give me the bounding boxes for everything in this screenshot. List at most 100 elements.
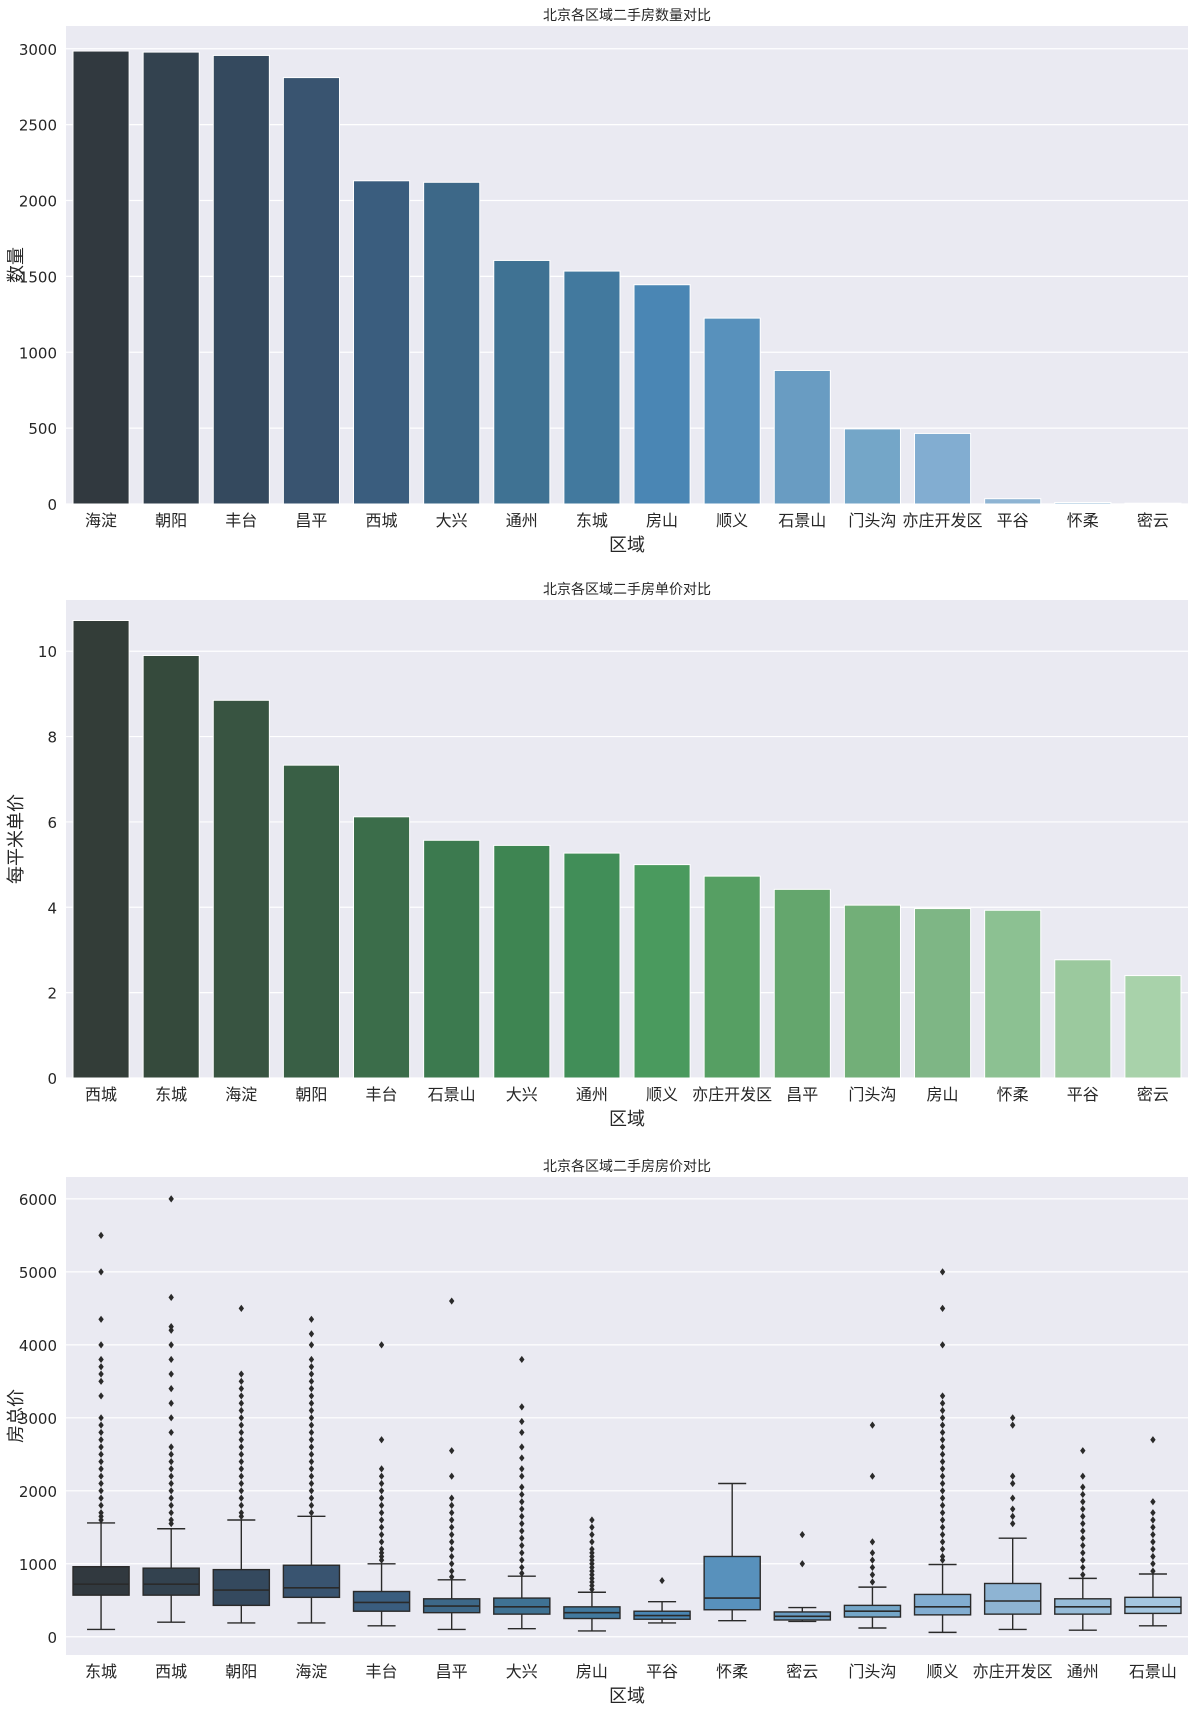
y-tick-label: 1000	[19, 1556, 57, 1574]
outlier-point	[238, 1479, 245, 1488]
outlier-point	[939, 1523, 946, 1531]
outlier-point	[308, 1443, 315, 1451]
outlier-point	[1080, 1541, 1086, 1550]
outlier-point	[308, 1399, 315, 1407]
box-iqr	[913, 1593, 972, 1616]
y-tick-label: 1000	[19, 344, 57, 362]
outlier-point	[939, 1552, 946, 1561]
y-axis-label: 每平米单价	[6, 794, 27, 884]
box-iqr	[282, 1564, 341, 1599]
outlier-point	[378, 1509, 385, 1517]
bar	[423, 181, 481, 505]
outlier-point	[1080, 1472, 1086, 1480]
x-tick-label: 平谷	[1067, 1085, 1099, 1104]
y-tick-label: 1500	[19, 268, 57, 286]
outlier-point	[308, 1509, 315, 1517]
outlier-point	[168, 1385, 174, 1393]
outlier-point	[1009, 1505, 1016, 1513]
outlier-point	[519, 1483, 525, 1491]
outlier-point	[168, 1487, 174, 1495]
outlier-point	[238, 1509, 245, 1517]
x-axis-label: 区域	[609, 535, 645, 556]
x-tick-label: 怀柔	[716, 1662, 748, 1681]
chart-title: 北京各区域二手房单价对比	[543, 582, 711, 598]
outlier-point	[168, 1323, 174, 1331]
outlier-point	[939, 1509, 946, 1517]
outlier-point	[98, 1509, 104, 1517]
y-tick-label: 2000	[19, 1483, 57, 1501]
y-tick-label: 6	[47, 814, 57, 832]
outlier-point	[448, 1538, 455, 1546]
outlier-point	[589, 1523, 595, 1531]
bar	[843, 428, 901, 505]
outlier-point	[308, 1458, 315, 1466]
outlier-point	[448, 1567, 455, 1575]
bar	[493, 259, 551, 505]
outlier-point	[378, 1523, 385, 1531]
outlier-point	[1080, 1447, 1086, 1455]
outlier-point	[1080, 1505, 1086, 1513]
outlier-point	[448, 1501, 455, 1509]
outlier-point	[98, 1341, 104, 1349]
bar	[843, 904, 901, 1079]
outlier-point	[308, 1428, 315, 1437]
x-tick-label: 东城	[155, 1085, 187, 1104]
outlier-point	[238, 1421, 245, 1429]
outlier-point	[1150, 1523, 1156, 1531]
outlier-point	[519, 1505, 525, 1513]
x-tick-label: 朝阳	[225, 1662, 257, 1681]
outlier-point	[939, 1479, 946, 1488]
outlier-point	[1150, 1552, 1156, 1561]
x-tick-label: 房山	[646, 511, 678, 530]
x-tick-label: 怀柔	[997, 1085, 1029, 1104]
outlier-point	[308, 1385, 315, 1393]
outlier-point	[98, 1370, 104, 1378]
box-密云	[773, 1530, 832, 1623]
outlier-point	[308, 1472, 315, 1480]
outlier-point	[168, 1370, 174, 1378]
box-iqr	[212, 1568, 271, 1607]
x-tick-label: 亦庄开发区	[973, 1662, 1053, 1681]
outlier-point	[308, 1315, 315, 1323]
outlier-point	[448, 1472, 455, 1480]
outlier-point	[98, 1472, 104, 1480]
x-tick-label: 大兴	[436, 511, 468, 530]
outlier-point	[98, 1494, 104, 1502]
y-tick-label: 0	[47, 1629, 57, 1647]
outlier-point	[519, 1563, 525, 1572]
box-东城	[72, 1231, 130, 1631]
outlier-point	[98, 1501, 104, 1509]
outlier-point	[308, 1363, 315, 1371]
outlier-point	[308, 1494, 315, 1502]
outlier-point	[308, 1355, 315, 1364]
outlier-point	[168, 1355, 174, 1364]
x-tick-label: 丰台	[366, 1085, 398, 1104]
bar	[353, 180, 411, 505]
outlier-point	[869, 1549, 876, 1557]
outlier-point	[238, 1501, 245, 1509]
bar	[353, 816, 411, 1079]
outlier-point	[869, 1578, 876, 1586]
outlier-point	[308, 1421, 315, 1429]
outlier-point	[168, 1479, 174, 1488]
outlier-point	[589, 1563, 595, 1572]
outlier-point	[238, 1392, 245, 1400]
outlier-point	[519, 1569, 525, 1577]
outlier-point	[168, 1458, 174, 1466]
outlier-point	[308, 1330, 315, 1338]
box-iqr	[352, 1590, 411, 1612]
outlier-point	[448, 1530, 455, 1539]
outlier-point	[1150, 1516, 1156, 1524]
x-tick-label: 昌平	[786, 1085, 818, 1104]
outlier-point	[168, 1414, 174, 1422]
outlier-point	[98, 1268, 104, 1276]
outlier-point	[1080, 1571, 1086, 1579]
x-tick-label: 密云	[1137, 1085, 1169, 1104]
outlier-point	[939, 1436, 946, 1444]
outlier-point	[168, 1472, 174, 1480]
x-tick-label: 朝阳	[295, 1085, 327, 1104]
outlier-point	[939, 1501, 946, 1509]
x-tick-label: 平谷	[646, 1662, 678, 1681]
box-石景山	[1124, 1436, 1182, 1627]
